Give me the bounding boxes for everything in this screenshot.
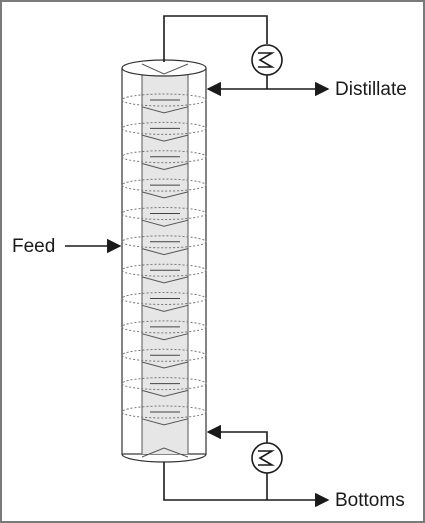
column-tray — [121, 348, 207, 369]
condenser-icon — [251, 44, 283, 76]
tray-stack — [121, 93, 207, 426]
bottoms-arrow — [163, 462, 330, 508]
overhead-vapor-line — [163, 15, 268, 62]
column-tray — [121, 292, 207, 312]
column-tray — [121, 377, 207, 397]
column-tray — [121, 263, 207, 284]
distillate-label: Distillate — [335, 79, 407, 100]
bottoms-system: Bottoms — [163, 424, 405, 511]
column-tray — [121, 178, 207, 199]
bottoms-label: Bottoms — [335, 490, 405, 511]
column-tray — [121, 93, 207, 114]
column-tray — [121, 121, 207, 142]
column-tray — [121, 320, 207, 341]
column-bottom-detail — [141, 447, 189, 458]
reboiler-return-arrow — [206, 424, 268, 443]
feed-label: Feed — [12, 236, 55, 257]
column-tray — [121, 150, 207, 171]
column-top-detail — [141, 63, 189, 75]
column-tray — [121, 207, 207, 227]
overhead-system: Distillate — [163, 15, 407, 100]
column-tray — [121, 405, 207, 426]
reboiler-icon — [251, 442, 283, 474]
feed-system: Feed — [12, 236, 122, 257]
distillation-column — [121, 59, 207, 463]
column-tray — [121, 235, 207, 256]
column-bottom-cap — [121, 453, 207, 463]
